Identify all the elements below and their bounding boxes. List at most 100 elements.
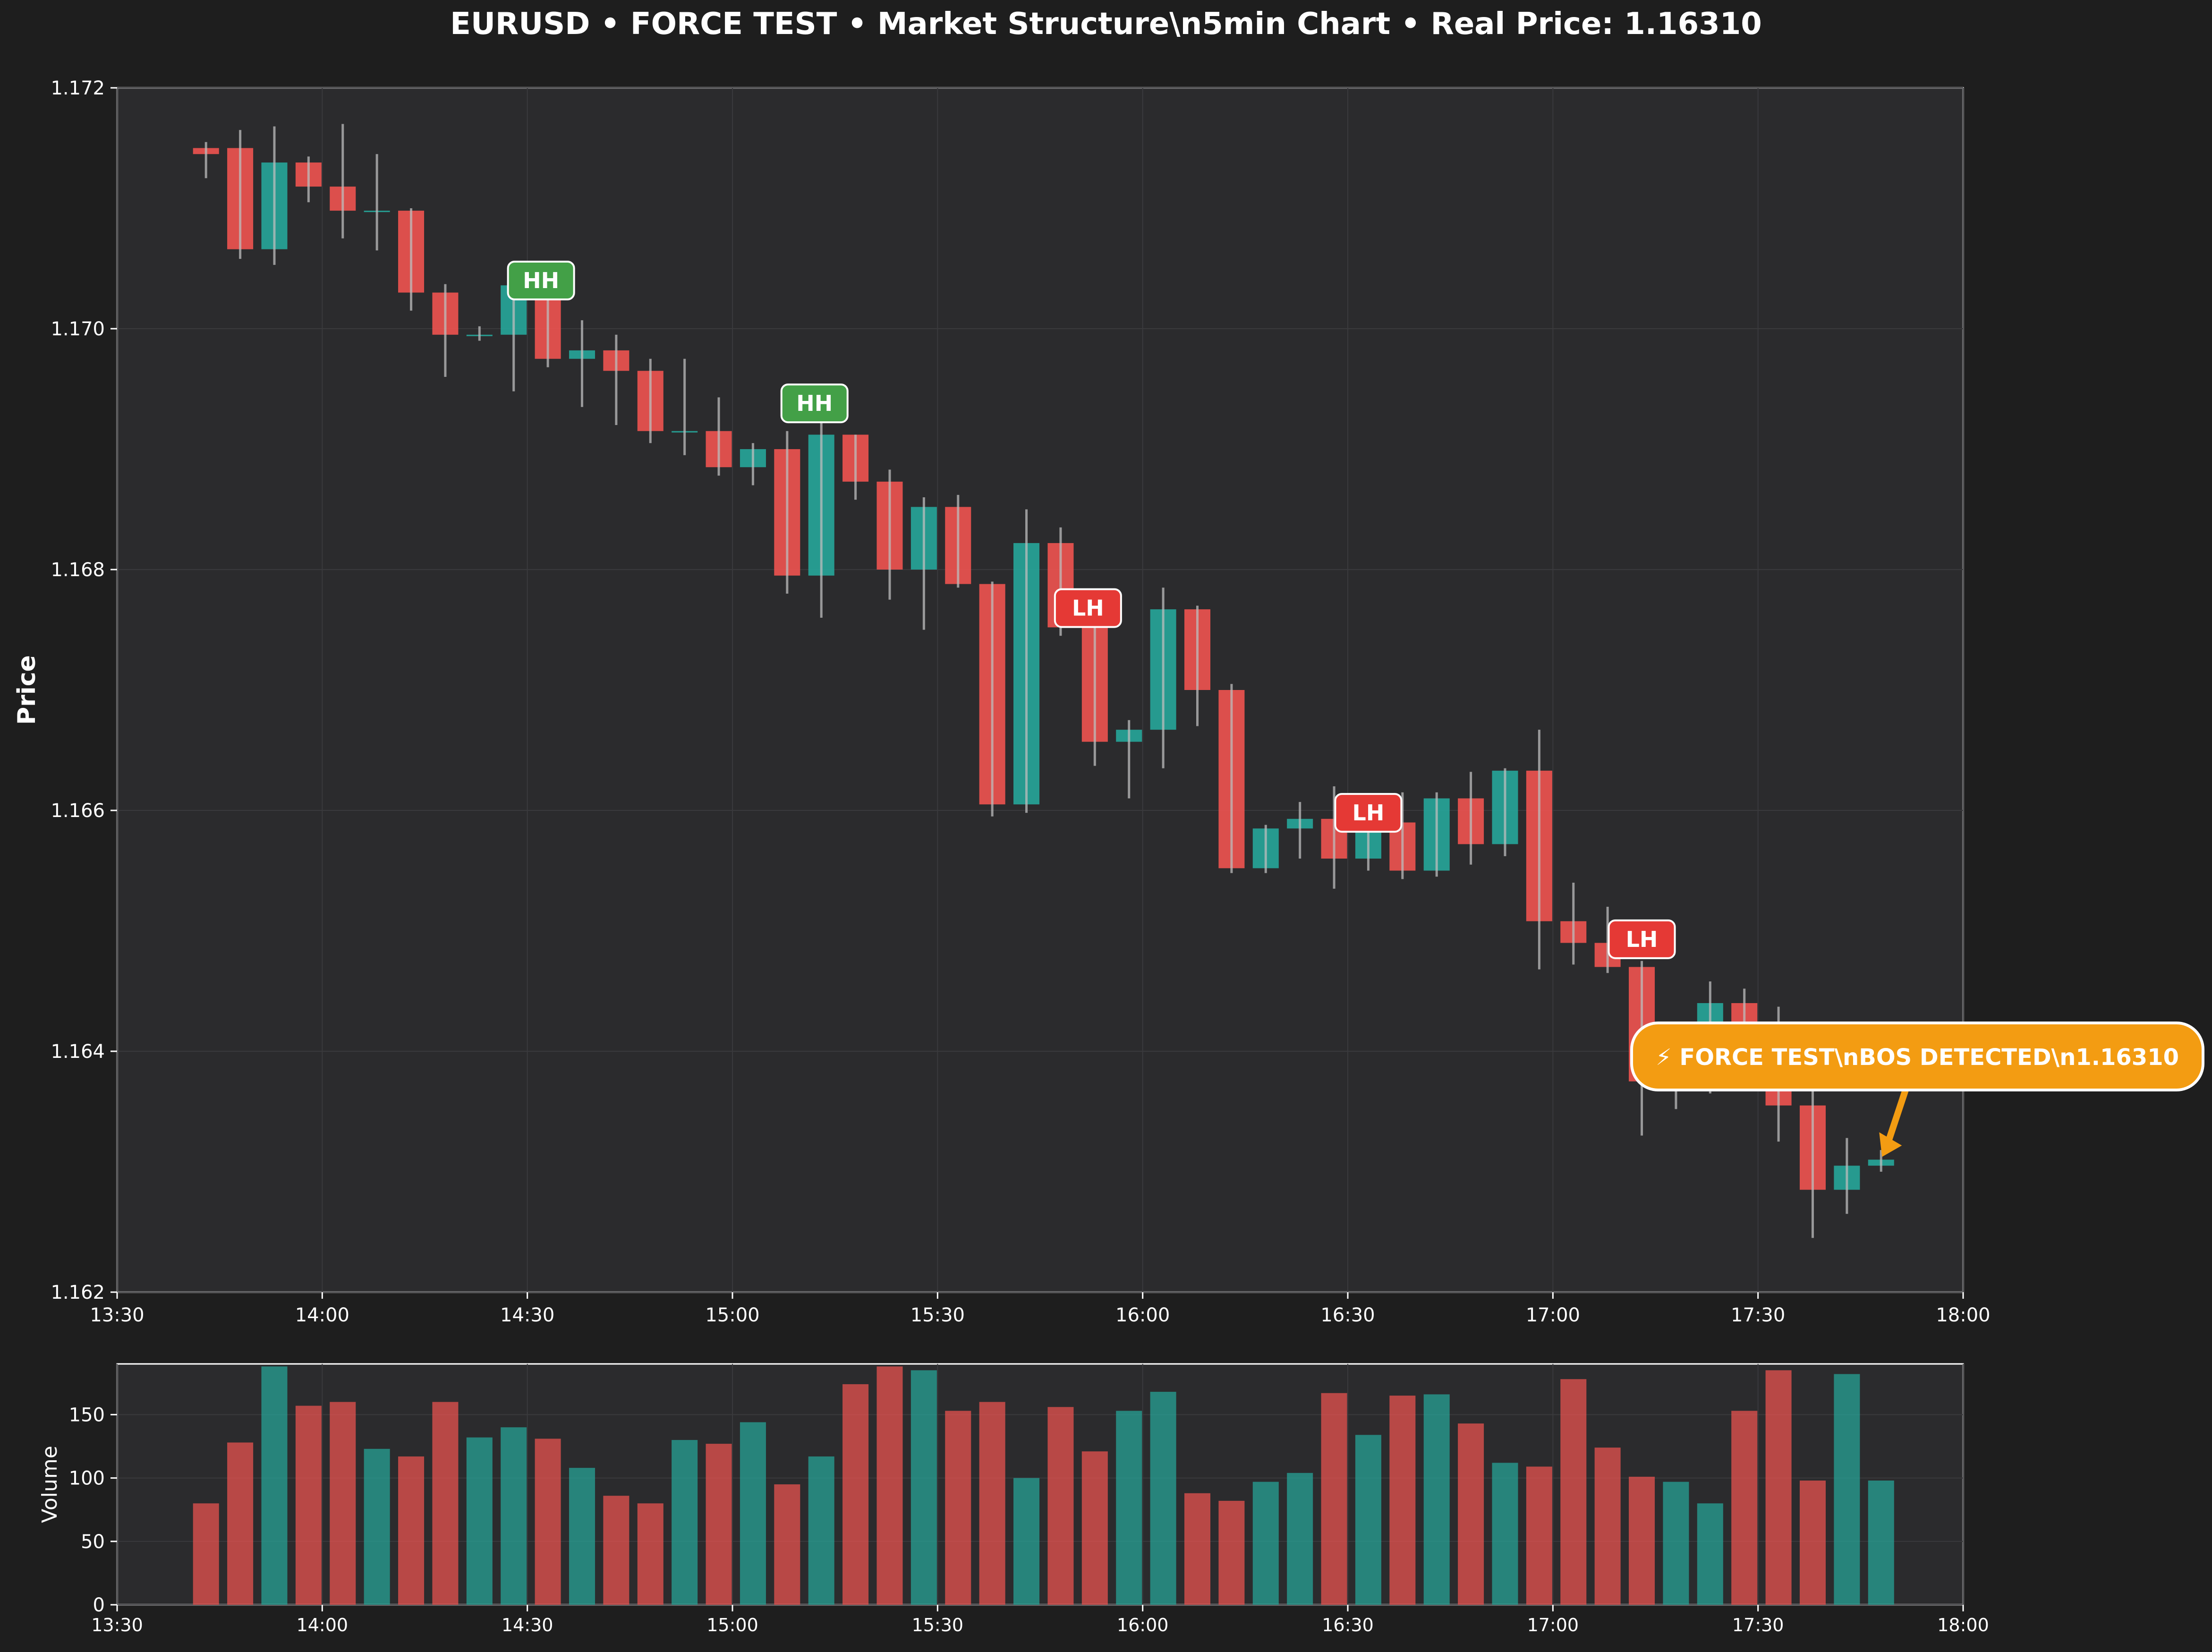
- volume-xtick-label: 16:30: [1322, 1615, 1374, 1635]
- price-xtick-label: 15:30: [910, 1304, 965, 1326]
- label-text: LH: [1626, 927, 1658, 952]
- volume-xtick-label: 14:00: [297, 1615, 349, 1635]
- price-ytick-label: 1.170: [51, 318, 105, 340]
- label-text: HH: [796, 391, 833, 416]
- volume-bar: [227, 1442, 253, 1605]
- volume-ytick-label: 150: [69, 1404, 105, 1426]
- price-xtick-label: 17:30: [1731, 1304, 1785, 1326]
- volume-bar: [842, 1384, 868, 1605]
- price-xtick-label: 18:00: [1936, 1304, 1990, 1326]
- candle: [1492, 768, 1518, 856]
- volume-bar: [1492, 1463, 1518, 1605]
- hh-label: HH: [508, 262, 574, 299]
- volume-bar: [1868, 1481, 1894, 1605]
- volume-bar: [1253, 1482, 1279, 1605]
- volume-bar: [603, 1496, 629, 1605]
- candle: [1253, 825, 1279, 873]
- price-ytick-label: 1.166: [51, 800, 105, 822]
- price-xtick-label: 15:00: [705, 1304, 759, 1326]
- candle: [638, 359, 664, 443]
- volume-bar: [1184, 1493, 1210, 1605]
- volume-bar: [467, 1438, 493, 1605]
- volume-bar: [1321, 1393, 1347, 1605]
- volume-bar: [1355, 1435, 1381, 1605]
- volume-bar: [1834, 1374, 1860, 1605]
- volume-xtick-label: 16:00: [1117, 1615, 1169, 1635]
- volume-ytick-label: 50: [81, 1531, 105, 1553]
- volume-bar: [1595, 1448, 1621, 1605]
- volume-bar: [706, 1444, 732, 1605]
- volume-axis-label: Volume: [38, 1446, 62, 1523]
- volume-bar: [296, 1406, 322, 1605]
- price-xtick-label: 14:30: [500, 1304, 554, 1326]
- volume-bar: [740, 1422, 766, 1605]
- volume-y-ticks: 0 50 100 150: [69, 1404, 117, 1616]
- label-text: LH: [1072, 596, 1104, 621]
- lh-label: LH: [1335, 794, 1401, 832]
- price-y-ticks: 1.162 1.164 1.166 1.168 1.170 1.172: [51, 77, 117, 1303]
- volume-bar: [876, 1366, 902, 1605]
- volume-bar: [1458, 1423, 1484, 1605]
- volume-ytick-label: 0: [93, 1594, 105, 1616]
- candle: [1218, 684, 1244, 873]
- volume-xtick-label: 17:30: [1732, 1615, 1784, 1635]
- price-xtick-label: 17:00: [1526, 1304, 1580, 1326]
- price-xtick-label: 16:00: [1115, 1304, 1170, 1326]
- volume-bar: [1629, 1477, 1655, 1605]
- lh-label: LH: [1609, 920, 1675, 958]
- volume-xtick-label: 17:00: [1527, 1615, 1579, 1635]
- volume-bar: [638, 1503, 664, 1605]
- volume-bar: [1150, 1392, 1176, 1605]
- candle: [1424, 792, 1450, 877]
- volume-bar: [1560, 1379, 1586, 1605]
- volume-bar: [1287, 1473, 1313, 1605]
- volume-bar: [911, 1370, 937, 1605]
- volume-bar: [1731, 1411, 1757, 1605]
- candle: [774, 431, 800, 594]
- volume-bar: [193, 1503, 219, 1605]
- volume-bar: [1047, 1407, 1073, 1605]
- volume-bar: [808, 1456, 834, 1605]
- price-xtick-label: 13:30: [90, 1304, 144, 1326]
- volume-bar: [945, 1411, 971, 1605]
- volume-bar: [774, 1484, 800, 1605]
- volume-xtick-label: 15:00: [706, 1615, 758, 1635]
- candle: [979, 582, 1005, 817]
- volume-bar: [1766, 1370, 1792, 1605]
- volume-bar: [569, 1468, 595, 1605]
- volume-bar: [1800, 1481, 1826, 1605]
- candle: [1013, 510, 1039, 813]
- candle: [227, 130, 253, 259]
- price-xtick-label: 14:00: [295, 1304, 349, 1326]
- volume-bar: [364, 1449, 390, 1605]
- volume-x-ticks: 13:30 14:00 14:30 15:00 15:30 16:00 16:30 17:00…: [91, 1605, 1989, 1635]
- volume-bar: [1389, 1396, 1415, 1605]
- price-axis-label: Price: [13, 655, 41, 725]
- price-ytick-label: 1.164: [51, 1041, 105, 1063]
- volume-bar: [979, 1402, 1005, 1605]
- volume-bar: [1697, 1503, 1723, 1605]
- price-ytick-label: 1.162: [51, 1282, 105, 1303]
- volume-bar: [1013, 1478, 1039, 1605]
- volume-bar: [1082, 1451, 1108, 1605]
- price-xtick-label: 16:30: [1320, 1304, 1375, 1326]
- volume-bar: [261, 1366, 287, 1605]
- hh-label: HH: [782, 384, 848, 422]
- volume-bar: [432, 1402, 458, 1605]
- chart-title: EURUSD • FORCE TEST • Market Structure\n…: [450, 7, 1762, 42]
- volume-ytick-label: 100: [69, 1468, 105, 1490]
- candle: [945, 495, 971, 588]
- volume-bar: [1116, 1411, 1142, 1605]
- volume-bar: [1424, 1394, 1450, 1605]
- volume-bar: [330, 1402, 356, 1605]
- volume-bar: [398, 1456, 424, 1605]
- volume-bar: [1663, 1482, 1689, 1605]
- price-ytick-label: 1.172: [51, 77, 105, 99]
- volume-xtick-label: 13:30: [91, 1615, 143, 1635]
- volume-bar: [1526, 1466, 1552, 1605]
- price-plot-area: [117, 88, 1963, 1292]
- volume-bar: [1218, 1501, 1244, 1605]
- price-x-ticks: 13:30 14:00 14:30 15:00 15:30 16:00 16:30 17:00…: [90, 1292, 1990, 1326]
